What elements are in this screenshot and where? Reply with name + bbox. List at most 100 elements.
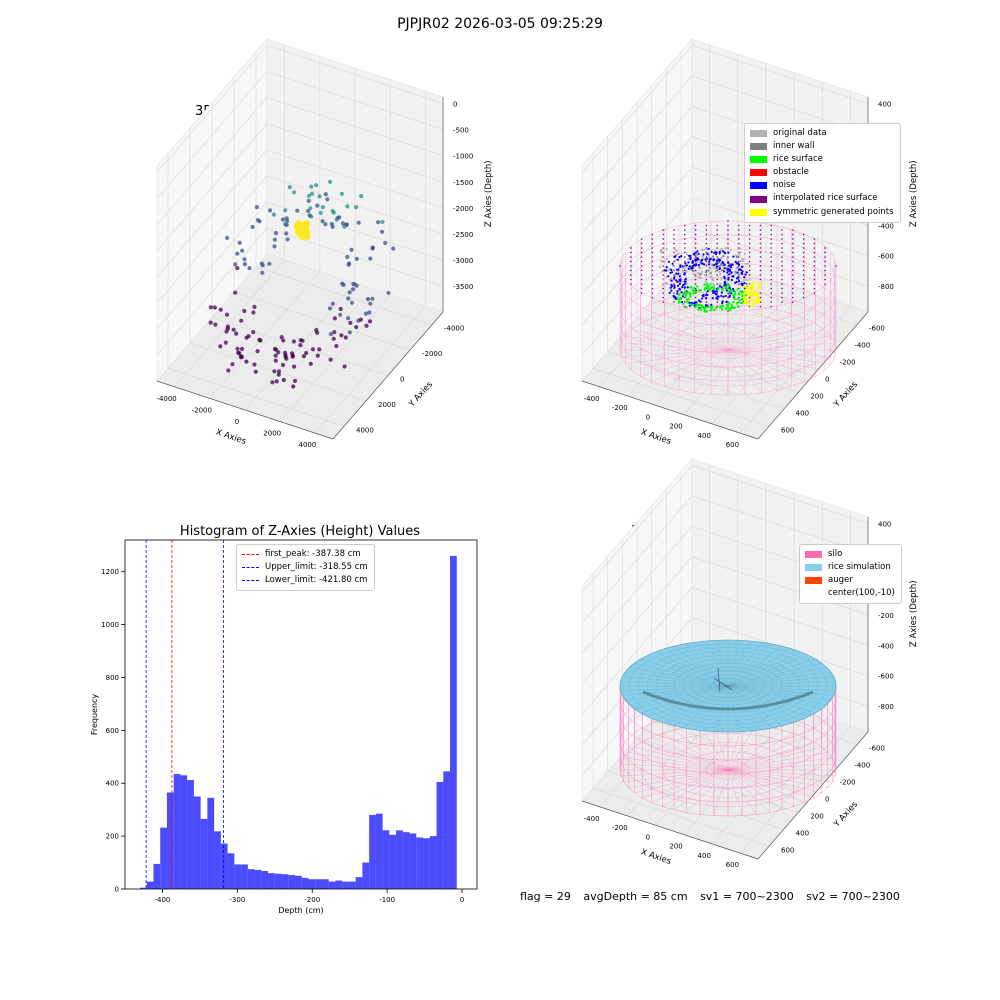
rice-mesh-spoke bbox=[673, 685, 729, 726]
interpolated-surface-point bbox=[748, 305, 751, 308]
noise-point bbox=[677, 272, 680, 275]
p1-grid-z bbox=[266, 201, 444, 261]
noise-point bbox=[730, 278, 734, 282]
rice-surface-point bbox=[715, 307, 718, 310]
rice-surface-point bbox=[709, 305, 712, 309]
noise-point bbox=[732, 287, 735, 291]
noise-point bbox=[693, 290, 696, 293]
p1-x-tick-label: -4000 bbox=[156, 395, 176, 403]
p2-grid-x bbox=[712, 296, 823, 425]
original-data-point bbox=[703, 248, 706, 251]
raw-data-point bbox=[223, 340, 228, 345]
noise-point bbox=[741, 282, 744, 286]
interpolated-surface-point bbox=[802, 242, 805, 245]
interpolated-surface-point bbox=[727, 220, 729, 222]
p2-grid-z bbox=[581, 75, 693, 204]
interpolated-surface-point bbox=[748, 251, 751, 254]
noise-point bbox=[678, 256, 681, 259]
p2-silo-floor-line bbox=[727, 349, 805, 383]
noise-point bbox=[708, 260, 711, 263]
interpolated-surface-point bbox=[748, 260, 751, 263]
noise-point bbox=[717, 295, 720, 298]
interpolated-surface-point bbox=[694, 229, 697, 231]
raw-data-point bbox=[344, 222, 349, 227]
interpolated-surface-point bbox=[630, 251, 632, 254]
original-data-point bbox=[720, 247, 723, 250]
symmetric-point bbox=[754, 289, 757, 293]
inner-wall-point bbox=[715, 266, 719, 269]
p1-grid-x bbox=[209, 271, 321, 399]
p4-silo-ring bbox=[619, 723, 837, 817]
p4-grid-y bbox=[680, 686, 858, 745]
raw-data-point-cluster bbox=[304, 231, 310, 237]
p4-grid-x bbox=[599, 679, 710, 807]
p4-grid-x bbox=[627, 688, 738, 817]
raw-data-point bbox=[306, 193, 312, 198]
panel4-legend: silo rice simulation auger center(100,-10) bbox=[799, 544, 902, 605]
rice-mesh-ring bbox=[628, 643, 828, 729]
raw-data-point bbox=[233, 290, 238, 295]
p4-silo-floor-line bbox=[651, 769, 729, 803]
raw-data-point bbox=[234, 331, 239, 336]
p4-grid-y bbox=[622, 754, 799, 813]
raw-data-point bbox=[383, 240, 388, 246]
x-tick-label: -200 bbox=[304, 896, 320, 904]
p4-z-tick-label: 400 bbox=[878, 520, 891, 528]
interpolated-surface-point bbox=[759, 229, 762, 231]
p2-silo-ring bbox=[619, 304, 837, 396]
interpolated-surface-point bbox=[673, 256, 675, 258]
symmetric-point bbox=[754, 292, 758, 295]
interpolated-surface-point bbox=[727, 292, 729, 294]
noise-point bbox=[670, 283, 673, 286]
noise-point bbox=[682, 283, 685, 287]
noise-point bbox=[728, 284, 731, 287]
legend-entry: center(100,-10) bbox=[805, 587, 895, 600]
p2-y-tick-label: 400 bbox=[796, 409, 809, 417]
histogram-bar bbox=[227, 853, 235, 889]
interpolated-surface-point bbox=[781, 278, 783, 281]
rice-surface-point bbox=[686, 301, 689, 304]
y-tick-label: 200 bbox=[106, 833, 119, 841]
raw-data-point bbox=[334, 343, 339, 349]
interpolated-surface-point bbox=[738, 238, 740, 240]
rice-mesh-spoke bbox=[727, 681, 836, 687]
interpolated-surface-point bbox=[792, 260, 794, 263]
histogram-bar bbox=[200, 818, 208, 889]
p1-floor-pane bbox=[156, 253, 444, 440]
interpolated-surface-point bbox=[781, 296, 783, 299]
legend-entry: inner wall bbox=[750, 140, 894, 153]
p4-silo-floor-line bbox=[634, 769, 729, 794]
noise-point bbox=[720, 291, 724, 294]
rice-mesh-spoke bbox=[727, 671, 831, 687]
raw-data-point bbox=[330, 208, 335, 213]
interpolated-surface-point bbox=[630, 269, 632, 272]
interpolated-surface-point bbox=[759, 233, 762, 236]
rice-surface-point bbox=[705, 310, 709, 313]
interpolated-surface-point bbox=[694, 260, 697, 263]
histogram-bar bbox=[429, 836, 437, 889]
noise-point bbox=[714, 290, 717, 293]
interpolated-surface-point bbox=[651, 269, 654, 272]
rice-mesh-spoke bbox=[727, 646, 783, 687]
interpolated-surface-point bbox=[716, 296, 718, 299]
interpolated-surface-point bbox=[705, 224, 708, 227]
original-data-point bbox=[738, 253, 741, 256]
rice-mesh-spoke bbox=[673, 646, 729, 687]
p4-silo-floor-line bbox=[620, 763, 729, 771]
raw-data-point-cluster bbox=[296, 220, 302, 226]
rice-surface-point bbox=[733, 297, 736, 301]
interpolated-surface-point bbox=[640, 278, 643, 281]
interpolated-surface-point bbox=[781, 287, 783, 290]
p2-silo-floor-line bbox=[631, 329, 729, 351]
histogram-bar bbox=[348, 881, 356, 889]
interpolated-surface-point bbox=[640, 269, 643, 272]
interpolated-surface-point bbox=[802, 256, 805, 258]
symmetric-point bbox=[757, 299, 760, 303]
raw-data-point bbox=[291, 384, 296, 389]
raw-data-point-cluster bbox=[302, 229, 308, 234]
histogram-bar bbox=[254, 869, 262, 889]
interpolated-surface-point bbox=[835, 265, 837, 267]
noise-point bbox=[687, 261, 690, 264]
interpolated-surface-point bbox=[738, 265, 740, 267]
raw-data-point bbox=[255, 349, 260, 354]
